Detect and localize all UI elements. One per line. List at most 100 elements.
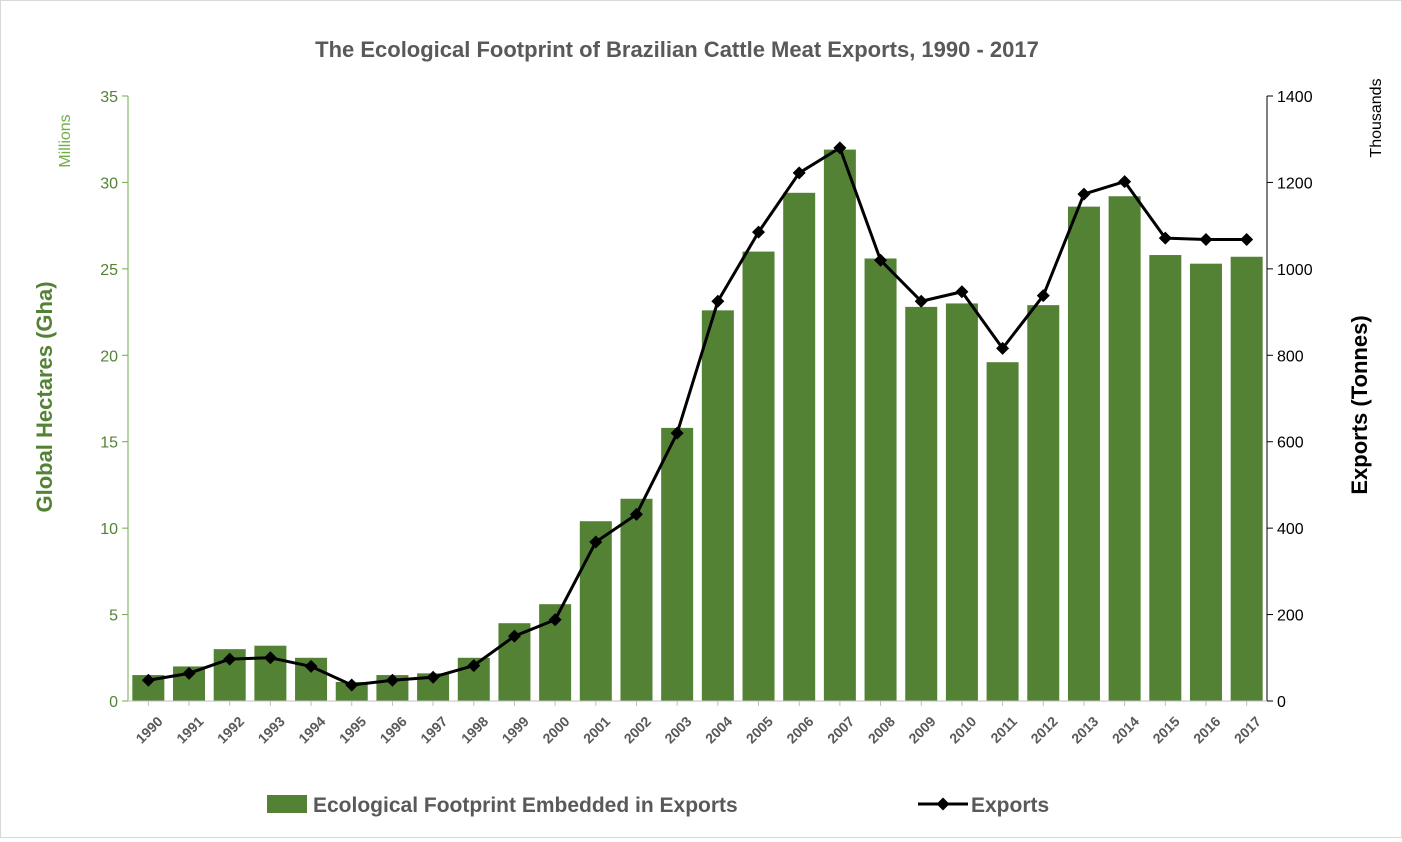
x-tick-label-2015: 2015 [1149,713,1182,746]
x-tick-label-1992: 1992 [214,713,247,746]
legend: Ecological Footprint Embedded in Exports… [267,794,1049,817]
x-tick-label-2002: 2002 [621,713,654,746]
exports-point-2007 [833,141,847,155]
bar-2012 [1027,305,1060,701]
exports-point-1992 [223,652,237,666]
x-tick-label-1997: 1997 [417,713,450,746]
exports-point-1993 [263,651,277,665]
right-tick-label: 600 [1277,435,1304,452]
left-tick-label: 15 [100,435,118,452]
bar-2008 [864,258,897,701]
exports-point-2000 [548,613,562,627]
x-tick-label-1990: 1990 [132,713,165,746]
exports-point-1995 [345,678,359,692]
x-tick-label-2008: 2008 [865,713,898,746]
exports-point-2010 [955,285,969,299]
exports-point-2005 [752,225,766,239]
exports-point-2002 [629,507,643,521]
exports-point-2016 [1199,232,1213,246]
exports-point-2015 [1158,231,1172,245]
exports-point-2003 [670,426,684,440]
exports-point-1997 [426,670,440,684]
x-tick-label-2012: 2012 [1027,713,1060,746]
bar-2010 [945,303,978,701]
bar-2006 [783,192,816,702]
right-axis-title: Exports (Tonnes) [1347,315,1372,494]
x-tick-label-1998: 1998 [458,713,491,746]
x-tick-label-1994: 1994 [295,713,328,746]
left-axis-unit: Millions [57,114,74,167]
x-tick-label-1995: 1995 [336,713,369,746]
exports-point-2013 [1077,187,1091,201]
left-tick-label: 20 [100,348,118,365]
left-tick-label: 0 [109,694,118,711]
left-tick-label: 30 [100,175,118,192]
bar-2011 [986,362,1019,701]
x-tick-label-2004: 2004 [702,713,735,746]
left-axis-title: Global Hectares (Gha) [32,281,57,512]
x-tick-label-1999: 1999 [499,713,532,746]
x-tick-label-2007: 2007 [824,713,857,746]
right-tick-label: 1200 [1277,175,1313,192]
exports-point-1996 [385,673,399,687]
x-tick-label-2017: 2017 [1231,713,1264,746]
left-tick-label: 10 [100,521,118,538]
legend-swatch-bar [267,795,307,813]
bar-2009 [905,306,938,701]
bar-2016 [1189,263,1222,701]
exports-point-2017 [1240,232,1254,246]
exports-point-1994 [304,659,318,673]
right-tick-label: 800 [1277,348,1304,365]
exports-point-1999 [507,629,521,643]
x-tick-label-2006: 2006 [783,713,816,746]
x-tick-label-2001: 2001 [580,713,613,746]
x-tick-label-2010: 2010 [946,713,979,746]
x-tick-label-2003: 2003 [661,713,694,746]
exports-point-1990 [141,673,155,687]
exports-line [148,146,1247,687]
x-tick-label-1993: 1993 [255,713,288,746]
x-tick-label-2000: 2000 [539,713,572,746]
bar-2002 [620,498,653,701]
right-tick-label: 1000 [1277,262,1313,279]
exports-point-2012 [1036,289,1050,303]
bar-2007 [823,149,856,702]
bar-2003 [661,427,694,701]
legend-label-footprint: Ecological Footprint Embedded in Exports [313,794,738,817]
x-tick-label-2009: 2009 [905,713,938,746]
right-tick-label: 400 [1277,521,1304,538]
left-tick-label: 35 [100,89,118,106]
bar-2014 [1108,196,1141,701]
bar-2013 [1067,206,1100,701]
bar-2017 [1230,256,1263,701]
left-tick-label: 25 [100,262,118,279]
exports-point-2001 [589,535,603,549]
right-tick-label: 0 [1277,694,1286,711]
legend-label-exports: Exports [971,794,1049,817]
bar-2004 [701,310,734,701]
legend-swatch-diamond [936,797,950,811]
x-tick-label-2013: 2013 [1068,713,1101,746]
exports-point-2004 [711,294,725,308]
right-tick-label: 200 [1277,608,1304,625]
exports-point-2014 [1118,175,1132,189]
exports-point-2011 [996,341,1010,355]
chart-title: The Ecological Footprint of Brazilian Ca… [315,37,1039,62]
exports-point-1998 [467,659,481,673]
bar-2001 [579,521,612,701]
x-tick-label-2016: 2016 [1190,713,1223,746]
x-tick-label-2005: 2005 [743,713,776,746]
x-tick-label-2011: 2011 [987,713,1020,746]
left-tick-label: 5 [109,608,118,625]
exports-point-2009 [914,294,928,308]
exports-point-2008 [874,253,888,267]
x-tick-label-2014: 2014 [1109,713,1142,746]
right-tick-label: 1400 [1277,89,1313,106]
x-tick-label-1991: 1991 [173,713,206,746]
exports-point-1991 [182,666,196,680]
bar-2005 [742,251,775,702]
exports-point-2006 [792,166,806,180]
right-axis-unit: Thousands [1368,78,1385,157]
